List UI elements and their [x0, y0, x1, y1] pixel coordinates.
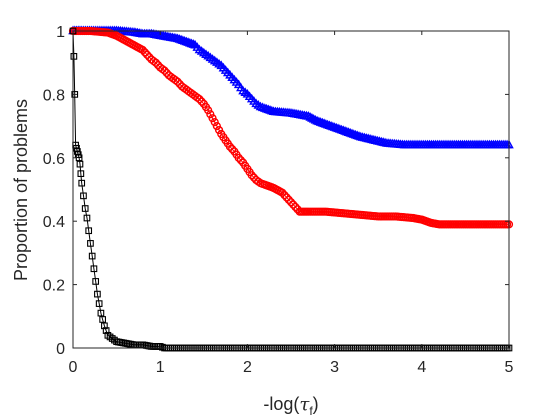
- triangle-marker: [308, 113, 319, 123]
- circle-marker: [143, 50, 152, 59]
- square-marker: [70, 53, 78, 60]
- axes-box: [72, 30, 510, 349]
- square-marker: [101, 322, 108, 330]
- square-marker: [83, 214, 91, 222]
- circle-marker: [225, 142, 235, 151]
- circle-marker: [254, 177, 263, 186]
- circle-marker: [247, 171, 256, 180]
- triangle-marker: [307, 113, 317, 122]
- x-tick-label: 4: [417, 359, 426, 376]
- circle-marker: [140, 48, 150, 57]
- circle-marker: [278, 188, 287, 197]
- circle-marker: [210, 118, 219, 127]
- triangle-marker: [257, 102, 268, 112]
- x-tick-label: 0: [69, 359, 78, 376]
- x-axis-label-close: ): [313, 394, 319, 414]
- x-tick-label: 2: [243, 359, 252, 376]
- series-layer: [68, 25, 514, 352]
- circle-marker: [197, 97, 206, 106]
- circle-marker: [282, 193, 291, 202]
- axes-layer: [72, 30, 510, 349]
- square-marker: [77, 170, 85, 178]
- y-tick-label: 0: [56, 341, 65, 358]
- x-axis-label: -log(τf): [263, 394, 318, 418]
- y-axis-label: Proportion of problems: [11, 99, 31, 281]
- square-marker: [156, 343, 164, 350]
- x-tick-label: 1: [156, 359, 165, 376]
- x-tick-label: 5: [505, 359, 514, 376]
- square-marker: [92, 278, 100, 285]
- square-marker: [87, 240, 94, 247]
- tick-label-layer: 0 1 2 3 4 5 0 0.2 0.4 0.6 0.8 1: [43, 24, 514, 376]
- circle-marker: [173, 77, 182, 86]
- circle-marker: [291, 202, 300, 212]
- square-marker: [94, 290, 101, 298]
- y-tick-label: 0.4: [43, 214, 65, 231]
- circle-marker: [195, 95, 204, 104]
- plot-area: [73, 31, 509, 348]
- circle-marker: [212, 121, 221, 131]
- square-marker: [99, 316, 106, 323]
- square-marker: [90, 265, 98, 273]
- circle-marker: [138, 45, 147, 55]
- circle-marker: [289, 200, 298, 209]
- square-marker: [97, 309, 105, 317]
- series-circle: [68, 26, 514, 229]
- circle-marker: [214, 125, 224, 135]
- circle-marker: [151, 58, 160, 67]
- triangle-marker: [303, 111, 314, 120]
- square-marker: [80, 192, 87, 200]
- circle-marker: [236, 156, 245, 165]
- triangle-marker: [305, 112, 315, 121]
- circle-marker: [206, 110, 215, 119]
- square-marker: [78, 179, 86, 187]
- x-tick-label: 3: [330, 359, 339, 376]
- square-marker: [81, 205, 89, 212]
- square-marker: [95, 300, 103, 307]
- triangle-marker: [255, 101, 266, 111]
- y-tick-label: 0.6: [43, 151, 65, 168]
- y-tick-label: 0.2: [43, 278, 65, 295]
- x-axis-label-subscript: f: [309, 404, 313, 418]
- circle-marker: [204, 106, 213, 115]
- circle-marker: [228, 144, 237, 154]
- square-marker: [71, 91, 79, 98]
- square-marker: [88, 252, 96, 260]
- circle-marker: [208, 114, 217, 123]
- y-tick-label: 0.8: [43, 87, 65, 104]
- square-marker: [76, 160, 84, 168]
- square-marker: [85, 227, 93, 235]
- circle-marker: [234, 153, 243, 162]
- circle-marker: [286, 198, 296, 207]
- x-axis-label-symbol: τ: [299, 394, 310, 415]
- x-axis-label-prefix: -log(: [263, 394, 299, 414]
- circle-marker: [280, 190, 289, 200]
- y-tick-label: 1: [56, 24, 65, 41]
- circle-marker: [284, 195, 293, 204]
- square-marker: [102, 327, 110, 334]
- circle-marker: [160, 66, 169, 75]
